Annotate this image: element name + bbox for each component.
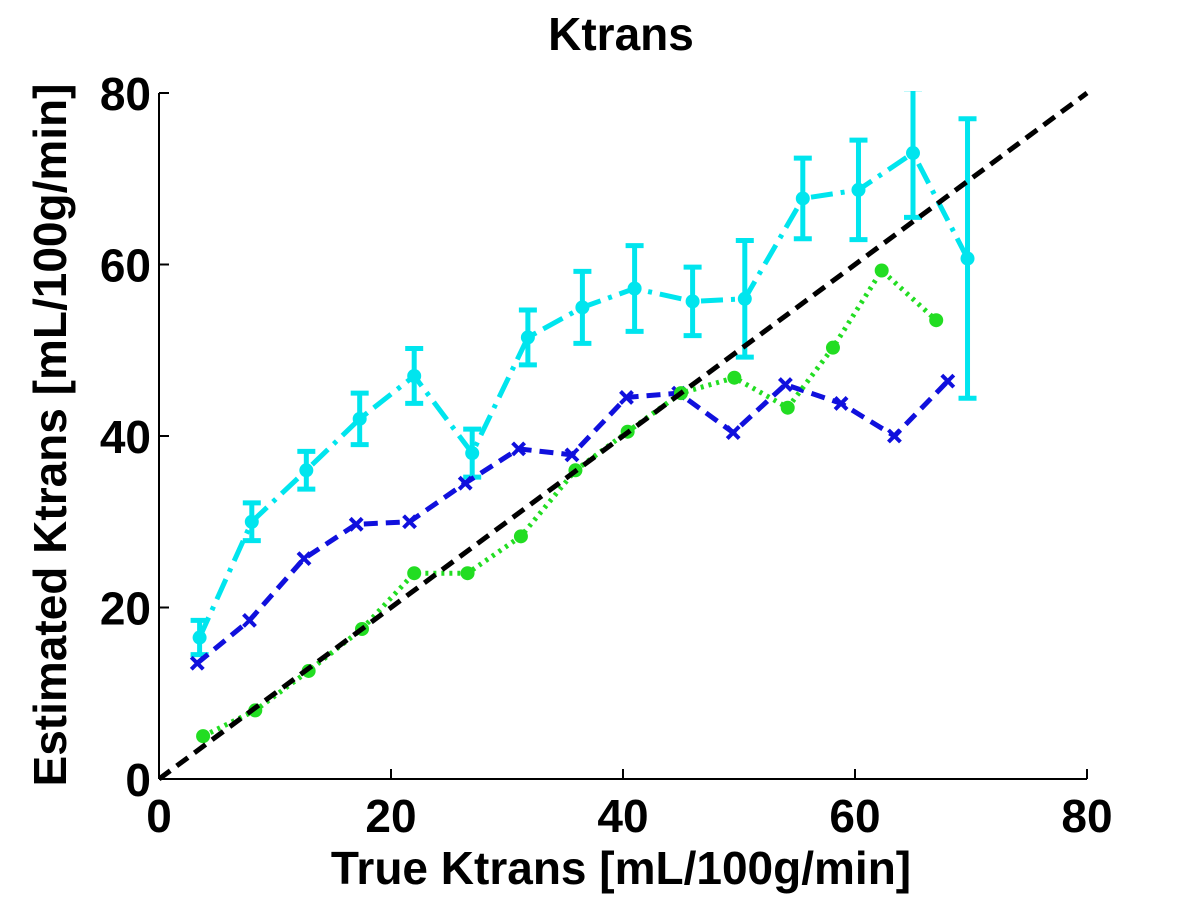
y-tick-label-4: 80	[100, 68, 151, 120]
series-2-point-12	[825, 340, 840, 355]
series-0-point-13	[906, 146, 920, 161]
series-0-point-3	[352, 411, 367, 426]
y-axis-label: Estimated Ktrans [mL/100g/min]	[24, 84, 76, 787]
series-group	[159, 91, 1089, 781]
x-tick-label-1: 20	[365, 790, 416, 842]
series-2-point-14	[929, 313, 944, 328]
identity-line	[159, 91, 1089, 781]
series-0-point-2	[299, 463, 314, 478]
series-1-point-4	[402, 514, 417, 530]
series-1-point-7	[564, 447, 580, 463]
series-2-point-10	[727, 370, 742, 385]
y-tick-label-2: 40	[100, 411, 151, 463]
series-2-point-13	[874, 263, 889, 278]
y-tick-label-0: 0	[125, 754, 151, 806]
series-1-point-10	[725, 425, 741, 440]
series-1-point-12	[833, 396, 849, 411]
x-axis-label: True Ktrans [mL/100g/min]	[331, 842, 911, 894]
series-0-point-8	[627, 281, 642, 296]
x-tick-label-2: 40	[597, 790, 648, 842]
series-1-point-14	[940, 373, 956, 389]
series-0-point-7	[575, 300, 590, 315]
series-0-point-12	[851, 182, 866, 197]
y-tick-label-1: 20	[100, 583, 151, 635]
series-0	[190, 91, 977, 658]
series-1-point-2	[296, 551, 312, 567]
series-1-point-0	[189, 655, 205, 671]
series-0-point-10	[737, 291, 752, 306]
series-2-point-11	[780, 400, 795, 415]
x-tick-label-0: 0	[146, 790, 172, 842]
series-1	[189, 373, 956, 671]
series-0-point-5	[465, 446, 480, 461]
series-0-point-0	[192, 630, 207, 645]
plot-area: 0 20 40 60 80 0 20 40 60 80	[100, 68, 1113, 842]
x-tick-label-3: 60	[829, 790, 880, 842]
series-1-point-5	[457, 475, 473, 491]
series-1-point-11	[777, 377, 793, 392]
series-1-point-13	[887, 428, 902, 444]
chart-title: Ktrans	[548, 8, 694, 60]
series-1-point-1	[242, 612, 257, 628]
series-0-point-6	[520, 330, 535, 345]
series-0-point-14	[960, 251, 975, 266]
series-1-point-8	[619, 389, 634, 405]
series-0-point-11	[795, 191, 810, 206]
series-2-point-6	[513, 529, 528, 544]
series-0-point-9	[685, 294, 700, 309]
series-2-point-0	[196, 729, 211, 744]
series-0-point-4	[407, 368, 422, 383]
series-1-point-6	[511, 441, 527, 457]
y-tick-label-3: 60	[100, 240, 151, 292]
series-2-point-5	[460, 566, 475, 581]
series-2-point-4	[407, 566, 422, 581]
series-1-point-3	[348, 516, 364, 532]
series-0-point-1	[244, 514, 259, 529]
x-tick-label-4: 80	[1061, 790, 1112, 842]
